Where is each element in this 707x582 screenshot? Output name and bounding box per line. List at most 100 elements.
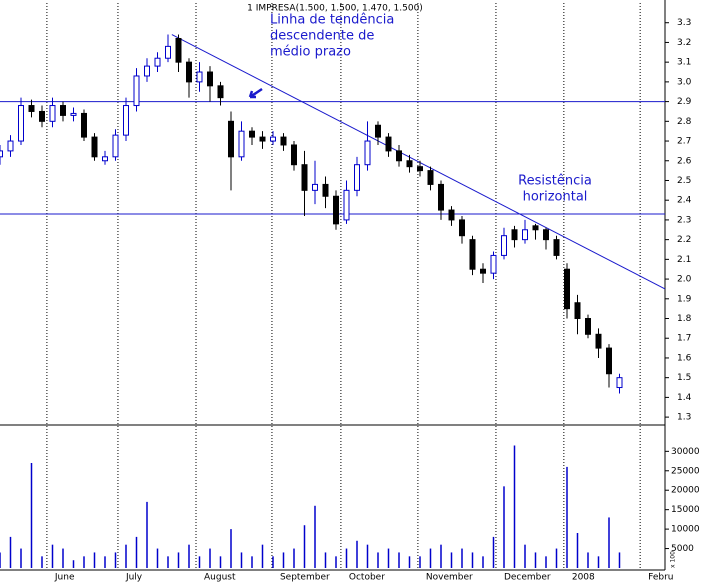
volume-tick-label: 25000 (671, 466, 700, 476)
y-tick-label: 2.2 (677, 235, 691, 245)
candle-body (7, 140, 14, 152)
candle-body (427, 170, 434, 185)
candle-body (70, 112, 77, 116)
candle-body (396, 150, 402, 162)
candle-body (39, 110, 45, 122)
candle-body (133, 75, 140, 107)
candle-body (312, 183, 318, 191)
y-tick-label: 1.5 (677, 373, 691, 383)
candle-body (616, 377, 623, 389)
x-tick-label: September (280, 573, 330, 582)
y-tick-label: 1.8 (677, 314, 692, 324)
candle-body (81, 112, 87, 138)
y-tick-label: 2.0 (677, 275, 692, 285)
x-tick-label: June (54, 573, 75, 582)
candle-body (186, 61, 192, 83)
candle-body (291, 144, 297, 166)
y-tick-label: 1.3 (677, 413, 691, 423)
candle-body (343, 189, 350, 221)
candle-body (91, 136, 98, 158)
annotation: Resistência (518, 174, 592, 189)
candle-body (217, 85, 224, 99)
candle-body (238, 130, 245, 158)
candle-body (595, 333, 602, 349)
candle-body (270, 136, 276, 142)
volume-tick-label: 15000 (671, 505, 700, 515)
y-tick-label: 2.1 (677, 255, 691, 265)
y-tick-label: 1.6 (677, 353, 692, 363)
annotation: Linha de tendência (270, 13, 394, 28)
candle-body (301, 164, 308, 191)
arrow (248, 87, 263, 99)
candle-body (18, 105, 24, 142)
candle-body (469, 239, 476, 270)
candle-body (417, 166, 423, 172)
candle-body (249, 130, 255, 138)
volume-tick-label: 10000 (671, 525, 700, 535)
candle-body (333, 195, 339, 225)
annotation: médio prazo (270, 45, 351, 60)
trend-line (171, 34, 666, 290)
candle-body (522, 229, 528, 241)
y-tick-label: 3.0 (677, 77, 692, 87)
y-tick-label: 2.6 (677, 156, 692, 166)
candle-body (112, 134, 119, 158)
candle-body (501, 235, 507, 256)
x-tick-label: December (504, 573, 551, 582)
candle-body (102, 156, 108, 162)
candle-body (60, 105, 66, 116)
candle-body (28, 105, 35, 112)
candle-body (165, 45, 171, 59)
x-tick-label: October (349, 573, 385, 582)
candle-body (511, 229, 518, 241)
candle-body (480, 268, 486, 274)
y-tick-label: 3.3 (677, 18, 691, 28)
annotation: descendente de (270, 29, 374, 44)
y-tick-label: 3.1 (677, 58, 691, 68)
x-tick-label: November (426, 573, 473, 582)
candle-body (585, 318, 591, 335)
candle-body (0, 150, 3, 158)
candle-body (144, 65, 150, 77)
candle-body (280, 136, 287, 146)
x-tick-label: August (204, 573, 236, 582)
candle-body (154, 57, 161, 67)
annotation: horizontal (523, 190, 588, 205)
volume-tick-label: 30000 (671, 447, 700, 457)
candle-body (196, 71, 203, 83)
y-tick-label: 2.3 (677, 215, 691, 225)
candle-body (354, 164, 360, 191)
candle-body (385, 136, 392, 152)
volume-tick-label: 5000 (671, 544, 694, 554)
x-tick-label: Febru (648, 573, 673, 582)
candle-body (322, 183, 329, 197)
volume-unit: x 100 (670, 551, 677, 568)
y-tick-label: 1.9 (677, 294, 692, 304)
candle-body (543, 229, 549, 241)
candle-body (490, 254, 497, 274)
candle-body (564, 268, 570, 310)
candle-body (459, 219, 465, 237)
candle-body (448, 209, 455, 221)
candle-body (49, 105, 56, 122)
candle-body (406, 160, 413, 168)
candle-body (574, 302, 581, 320)
candle-body (364, 140, 371, 166)
chart-title: 1 IMPRESA(1.500, 1.500, 1.470, 1.500) (247, 4, 423, 14)
y-tick-label: 1.4 (677, 393, 692, 403)
candle-body (207, 71, 213, 87)
y-tick-label: 2.4 (677, 196, 692, 206)
candle-body (532, 225, 539, 231)
y-tick-label: 1.7 (677, 334, 691, 344)
candle-body (259, 136, 266, 142)
x-tick-label: 2008 (572, 573, 595, 582)
candle-body (123, 105, 129, 136)
candle-body (606, 347, 612, 375)
candle-body (375, 124, 381, 138)
y-tick-label: 2.8 (677, 117, 692, 127)
y-tick-label: 2.5 (677, 176, 691, 186)
volume-tick-label: 20000 (671, 486, 700, 496)
y-tick-label: 2.7 (677, 137, 691, 147)
